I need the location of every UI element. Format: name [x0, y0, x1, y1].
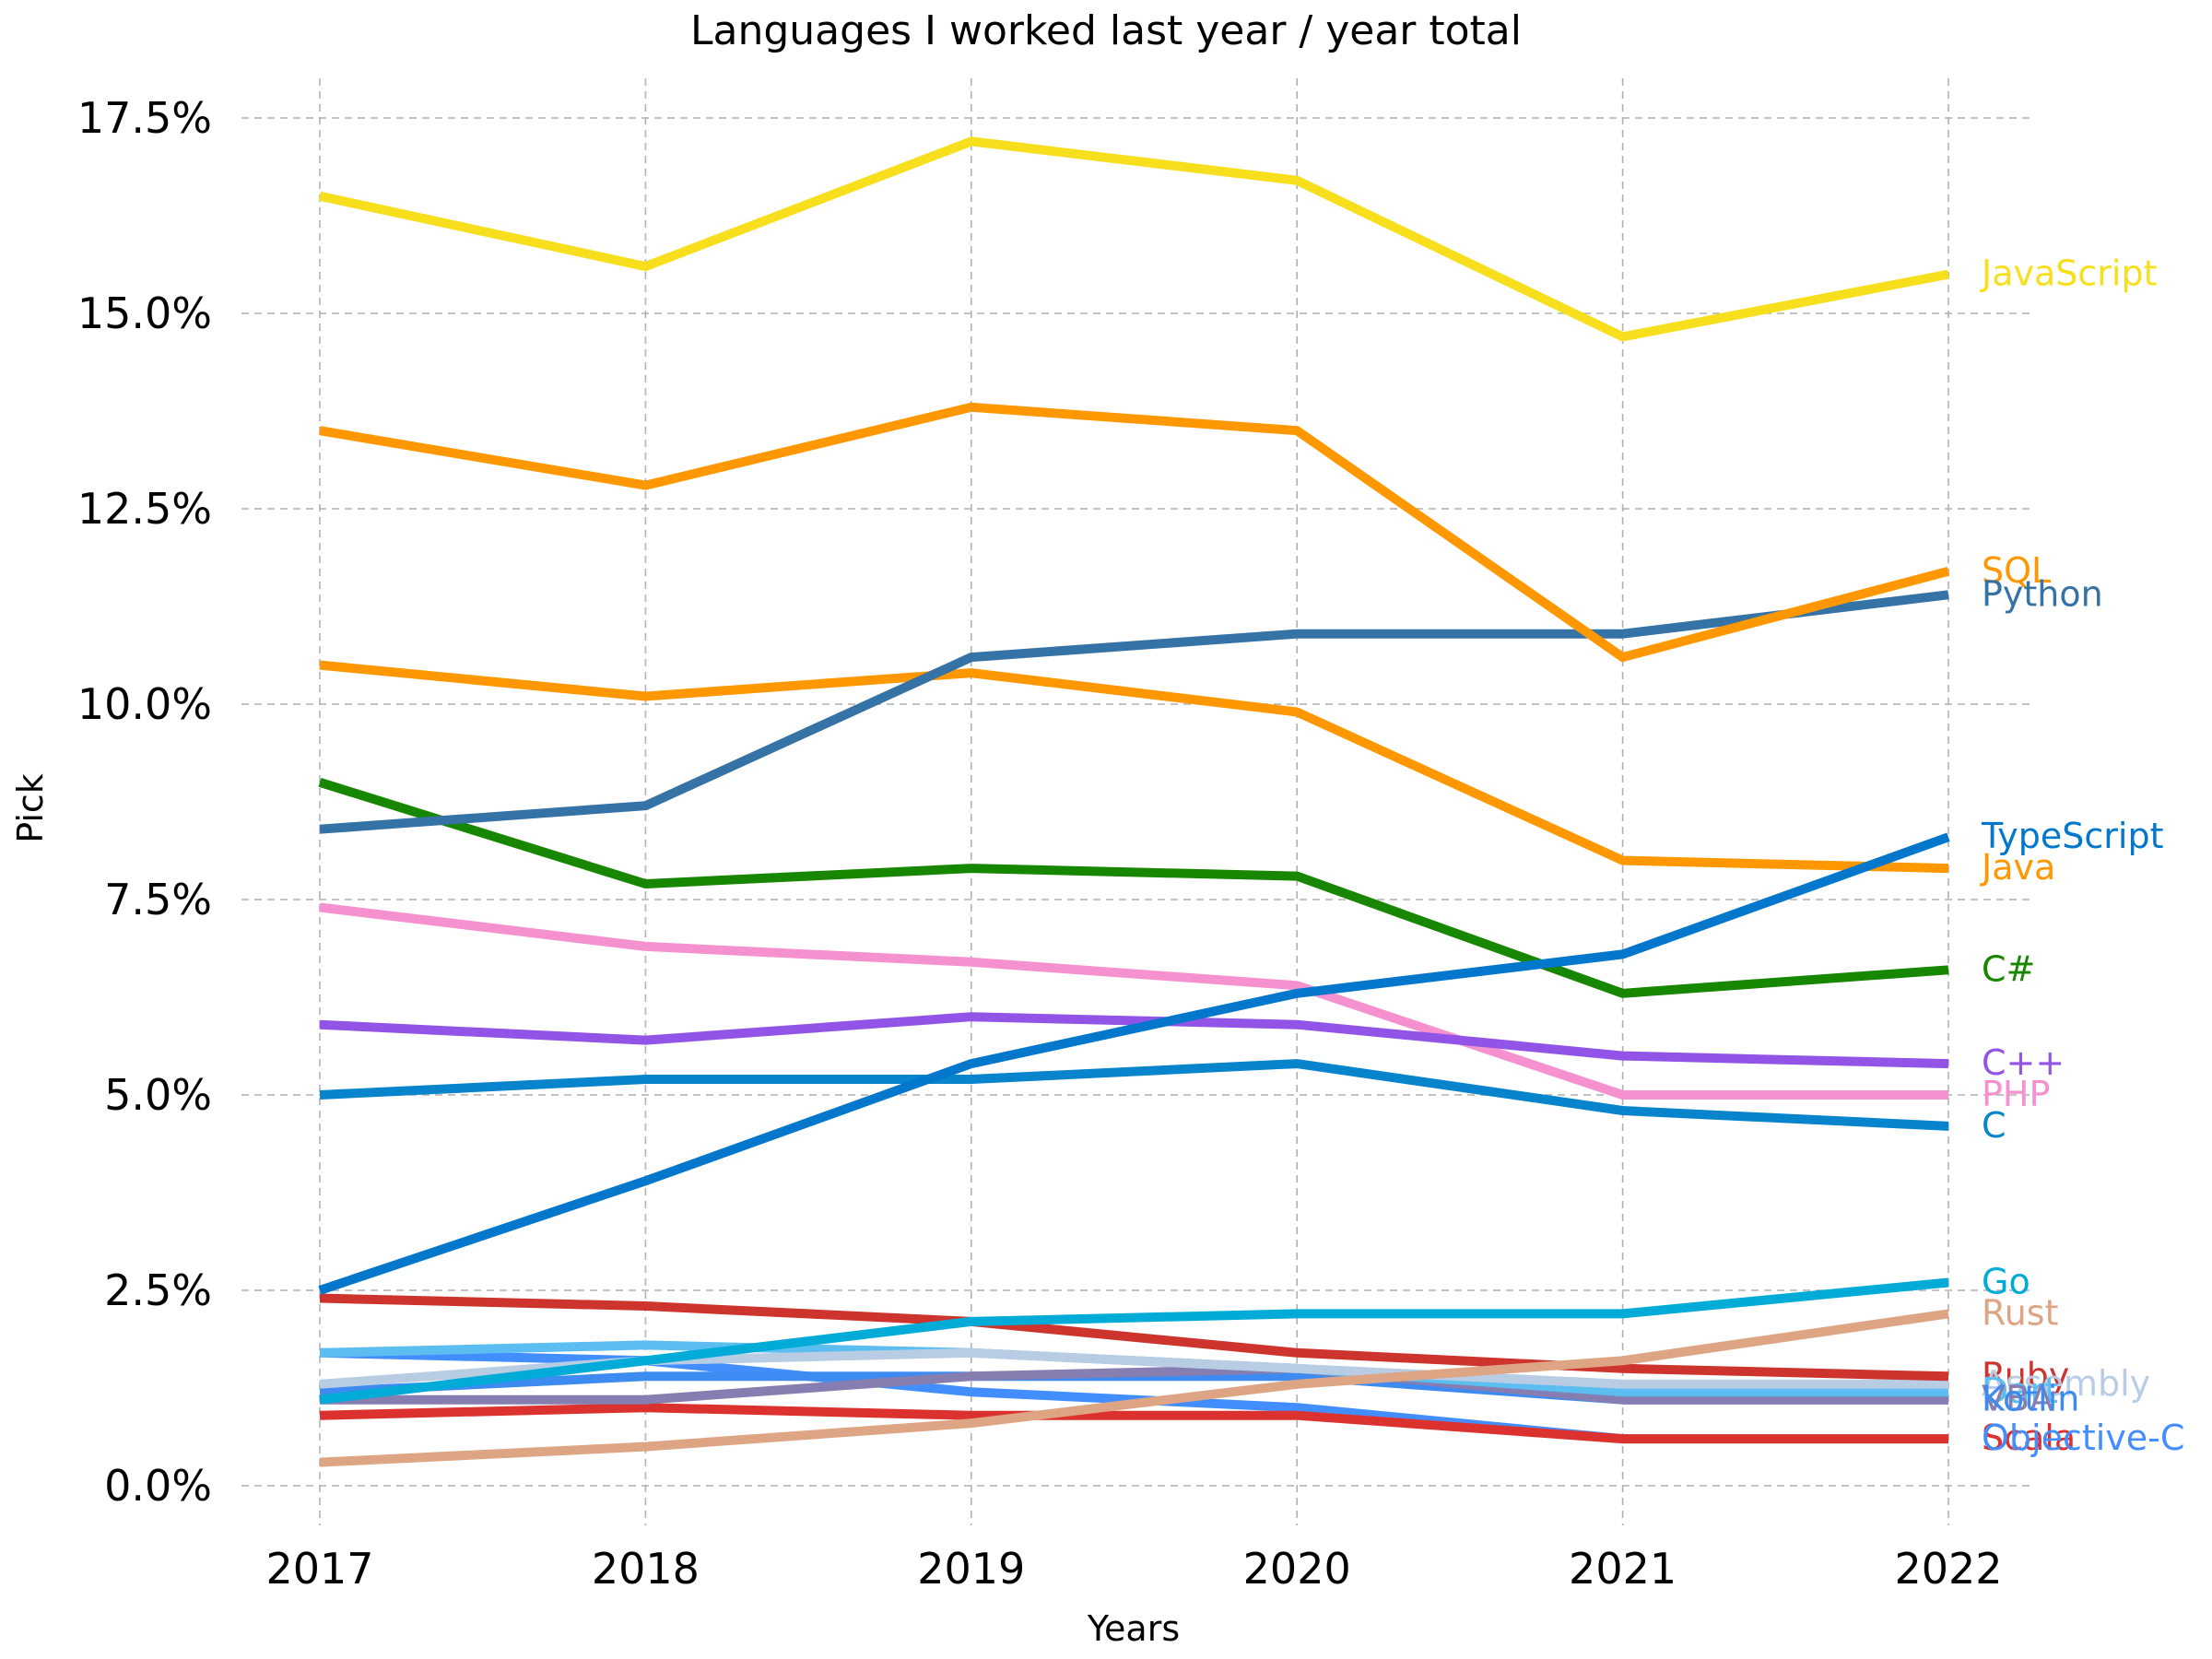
series-label-typescript: TypeScript: [1981, 816, 2164, 856]
series-label-php: PHP: [1982, 1074, 2050, 1114]
y-tick-label: 10.0%: [77, 679, 212, 729]
series-label-assembly: Assembly: [1982, 1363, 2150, 1404]
series-label-scala: Scala: [1982, 1418, 2076, 1458]
chart-title: Languages I worked last year / year tota…: [690, 7, 1522, 54]
series-line-c: [319, 1059, 1949, 1131]
x-tick-label: 2017: [265, 1544, 373, 1594]
series-label-sql: SQL: [1982, 550, 2051, 591]
y-tick-label: 15.0%: [77, 288, 212, 338]
series-label-kotlin: Kotlin: [1982, 1379, 2079, 1419]
x-tick-label: 2020: [1243, 1544, 1351, 1594]
x-axis-ticks: 2017 2018 2019 2020 2021 2022: [265, 1544, 2002, 1594]
series-line-php: [319, 902, 1948, 1100]
series-line-scala: [319, 1403, 1948, 1444]
series-label-c: C#: [1982, 948, 2035, 989]
series-lines: [318, 136, 1950, 1467]
y-tick-label: 7.5%: [104, 875, 212, 924]
series-label-python: Python: [1982, 573, 2103, 614]
y-tick-label: 5.0%: [104, 1070, 212, 1120]
grid: [241, 78, 2035, 1525]
series-line-javascript: [318, 136, 1949, 342]
x-tick-label: 2019: [917, 1544, 1025, 1594]
x-tick-label: 2018: [592, 1544, 700, 1594]
series-label-java: Java: [1980, 847, 2055, 888]
series-line-go: [319, 1277, 1949, 1405]
series-label-dart: Dart: [1982, 1371, 2058, 1411]
series-label-vba: VBA: [1982, 1379, 2053, 1419]
series-label-objective-c: Objective-C: [1982, 1418, 2184, 1458]
series-line-python: [319, 590, 1949, 834]
series-line-ruby: [319, 1293, 1949, 1382]
series-line-c: [319, 1012, 1949, 1069]
y-axis-label: Pick: [10, 773, 51, 843]
series-label-go: Go: [1982, 1262, 2030, 1302]
series-label-ruby: Ruby: [1982, 1355, 2069, 1395]
series-label-c: C: [1982, 1105, 2006, 1146]
x-tick-label: 2022: [1894, 1544, 2002, 1594]
y-tick-label: 2.5%: [104, 1265, 212, 1315]
y-tick-label: 12.5%: [77, 484, 212, 534]
y-tick-label: 17.5%: [77, 93, 212, 143]
series-line-typescript: [318, 832, 1950, 1295]
x-axis-label: Years: [1087, 1608, 1180, 1649]
series-label-rust: Rust: [1982, 1292, 2058, 1333]
series-label-c: C++: [1982, 1042, 2065, 1083]
series-line-java: [319, 660, 1949, 874]
series-line-sql: [319, 402, 1950, 663]
series-line-c: [318, 778, 1949, 998]
x-tick-label: 2021: [1569, 1544, 1677, 1594]
series-line-rust: [319, 1309, 1949, 1467]
series-line-vba: [320, 1363, 1948, 1405]
y-tick-label: 0.0%: [104, 1461, 212, 1511]
y-axis-ticks: 0.0% 2.5% 5.0% 7.5% 10.0% 12.5% 15.0% 17.5%: [77, 93, 212, 1511]
series-label-javascript: JavaScript: [1980, 253, 2157, 294]
